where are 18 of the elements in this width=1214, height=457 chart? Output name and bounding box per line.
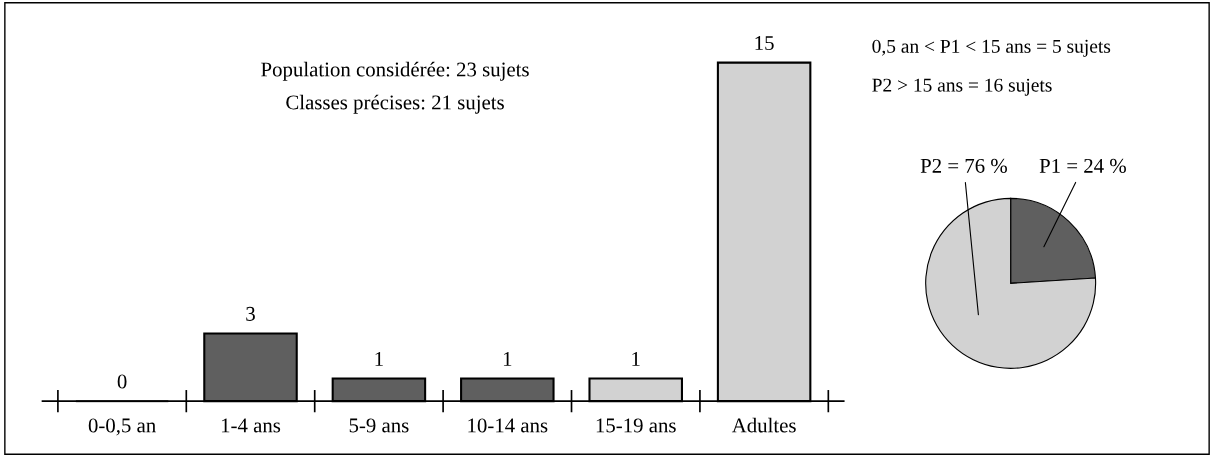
annotation: Population considérée: 23 sujets	[261, 61, 529, 81]
x-tick-label: 10-14 ans	[468, 418, 548, 433]
annotation: Classes précises: 21 sujets	[286, 94, 504, 114]
slice-label: P1 = 24 %	[1039, 158, 1126, 173]
data-label: 1	[503, 352, 512, 366]
data-label: 15	[755, 36, 774, 51]
data-label: 1	[632, 352, 640, 366]
x-tick-label: 0-0,5 an	[88, 418, 156, 436]
text: 0,5 an < P1 < 15 ans = 5 sujets	[872, 39, 1111, 57]
x-tick-label: 1-4 ans	[221, 418, 281, 433]
data-label: 3	[246, 306, 255, 321]
data-label: 0	[117, 374, 127, 389]
x-tick-label: 15-19 ans	[596, 418, 676, 433]
text: P2 > 15 ans = 16 sujets	[872, 78, 1052, 96]
data-label: 1	[375, 352, 383, 366]
x-tick-label: 5-9 ans	[349, 418, 409, 433]
x-tick-label: Adultes	[731, 417, 796, 433]
slice-label: P2 = 76 %	[920, 158, 1007, 173]
